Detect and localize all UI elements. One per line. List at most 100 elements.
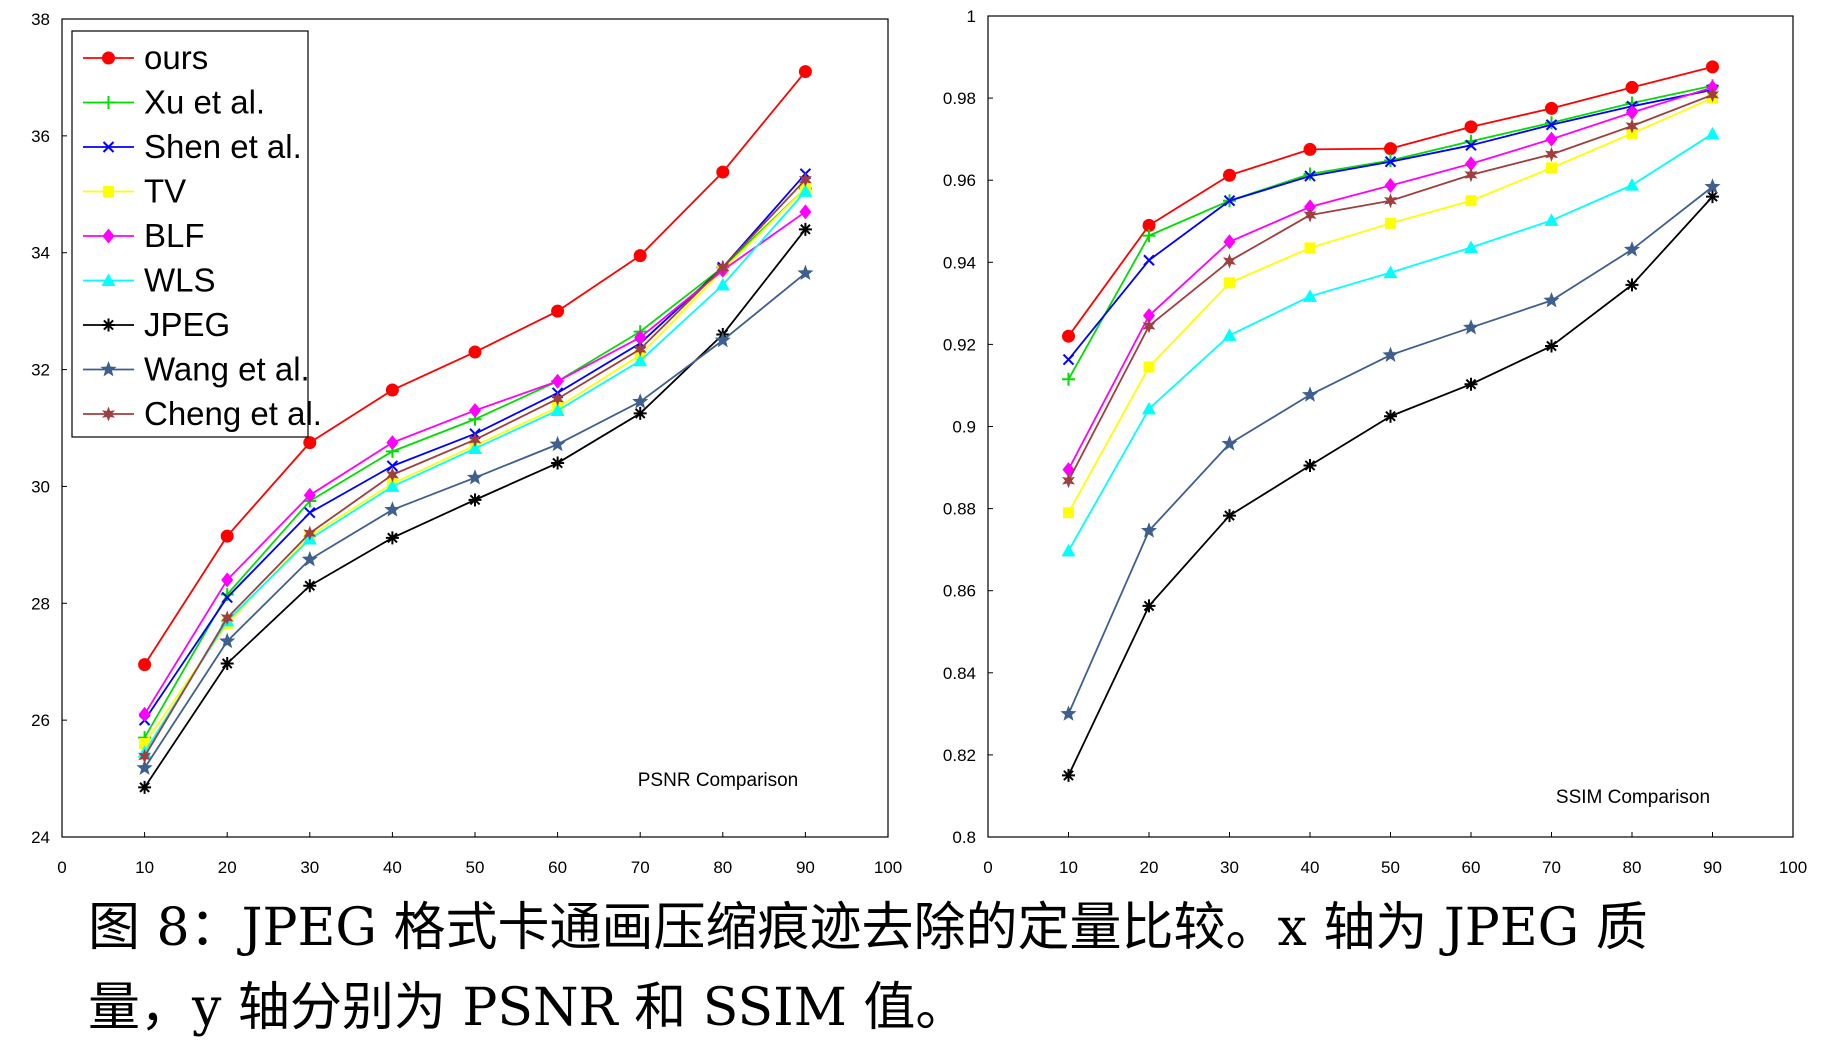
data-point-blf — [221, 572, 234, 588]
x-tick-label: 40 — [1301, 858, 1320, 877]
legend-label: WLS — [144, 262, 216, 299]
data-point-blf — [551, 373, 564, 389]
data-point-cheng-et-al — [716, 259, 730, 275]
data-point-wls — [468, 441, 482, 454]
data-point-wang-et-al — [384, 501, 401, 517]
x-tick-label: 50 — [1381, 858, 1400, 877]
legend-entry-cheng-et-al: Cheng et al. — [83, 395, 322, 432]
legend-entry-blf: BLF — [83, 217, 205, 254]
data-point-tv — [1304, 242, 1316, 254]
y-tick-label: 34 — [31, 244, 50, 263]
data-point-tv — [139, 738, 151, 750]
data-point-jpeg — [1062, 768, 1075, 782]
data-point-blf — [799, 204, 812, 220]
data-point-cheng-et-al — [303, 525, 317, 541]
data-point-wls — [385, 479, 400, 492]
data-point-blf — [1545, 131, 1558, 147]
data-point-wang-et-al — [632, 393, 649, 409]
data-point-jpeg — [1706, 190, 1719, 204]
legend-marker — [100, 361, 117, 377]
data-point-ours — [468, 345, 482, 359]
data-point-wls — [715, 277, 730, 291]
data-point-xu-et-al — [1062, 372, 1075, 386]
x-tick-label: 0 — [983, 858, 992, 877]
y-tick-label: 0.92 — [943, 335, 976, 354]
data-point-cheng-et-al — [1142, 318, 1156, 334]
data-point-shen-et-al — [1304, 170, 1316, 182]
legend-label: ours — [144, 39, 208, 76]
data-point-tv — [1063, 507, 1074, 519]
data-point-cheng-et-al — [1545, 146, 1558, 162]
caption-line-1: 图 8：JPEG 格式卡通画压缩痕迹去除的定量比较。x 轴为 JPEG 质 — [88, 898, 1648, 958]
legend: ours Xu et al. Shen et al. TV BLF WLS JPEG Wang… — [71, 30, 322, 438]
data-point-blf — [1304, 199, 1316, 215]
x-tick-label: 10 — [1059, 858, 1078, 877]
data-point-jpeg — [138, 780, 152, 794]
data-point-wang-et-al — [797, 264, 814, 281]
data-point-wls — [1464, 240, 1478, 254]
data-point-tv — [1465, 195, 1477, 207]
data-point-shen-et-al — [304, 507, 316, 519]
data-point-ours — [138, 658, 152, 672]
data-point-tv — [1224, 277, 1235, 289]
data-point-wang-et-al — [1462, 319, 1480, 335]
series-cheng-et-al — [1062, 87, 1719, 489]
data-point-tv — [1546, 162, 1557, 174]
y-tick-label: 0.82 — [943, 746, 976, 765]
data-point-wls — [1142, 401, 1156, 415]
x-tick-label: 20 — [1140, 858, 1159, 877]
series-jpeg — [1062, 190, 1719, 782]
series-xu-et-al — [1062, 79, 1719, 386]
data-point-ours — [385, 383, 399, 397]
data-point-xu-et-al — [1142, 229, 1156, 243]
figure-caption: 图 8：JPEG 格式卡通画压缩痕迹去除的定量比较。x 轴为 JPEG 质 量，… — [88, 888, 1788, 1048]
data-point-wls — [1303, 289, 1317, 302]
data-point-wang-et-al — [219, 632, 236, 649]
y-tick-label: 24 — [31, 828, 50, 847]
data-point-wls — [1061, 543, 1076, 557]
data-point-jpeg — [1223, 509, 1236, 523]
data-point-ours — [1223, 168, 1236, 182]
data-point-tv — [1143, 361, 1155, 373]
x-tick-label: 20 — [218, 858, 237, 877]
data-point-ours — [1384, 142, 1397, 156]
data-point-jpeg — [798, 222, 812, 236]
legend-marker — [102, 228, 115, 244]
data-point-shen-et-al — [1062, 353, 1075, 366]
x-tick-label: 40 — [383, 858, 402, 877]
series-ours — [1062, 60, 1719, 343]
data-point-wang-et-al — [1543, 291, 1560, 308]
legend-marker — [103, 186, 114, 197]
x-tick-label: 90 — [796, 858, 815, 877]
series-cheng-et-al — [138, 172, 812, 764]
data-point-blf — [1143, 308, 1155, 324]
data-point-shen-et-al — [1143, 254, 1155, 266]
data-point-wls — [1544, 213, 1559, 226]
data-point-jpeg — [1545, 339, 1558, 353]
data-point-jpeg — [303, 579, 317, 593]
y-tick-label: 0.8 — [952, 828, 976, 847]
figure: 0 10 20 30 40 50 60 70 80 90 100 24 26 28 30 32 34 36 38 PS… — [31, 7, 1807, 877]
x-tick-label: 30 — [1220, 858, 1239, 877]
data-point-jpeg — [633, 406, 647, 420]
data-point-cheng-et-al — [1062, 473, 1075, 489]
data-point-ours — [1062, 329, 1075, 343]
data-point-jpeg — [1142, 599, 1156, 613]
data-point-wls — [1625, 178, 1639, 191]
data-point-tv — [1385, 217, 1396, 229]
legend-marker — [102, 406, 115, 422]
data-point-cheng-et-al — [551, 391, 565, 407]
data-point-wls — [633, 353, 648, 367]
data-point-wang-et-al — [549, 435, 566, 452]
data-point-cheng-et-al — [138, 748, 152, 764]
data-point-shen-et-al — [1223, 195, 1236, 207]
data-point-blf — [386, 435, 399, 451]
series-wang-et-al — [136, 264, 814, 775]
data-point-ours — [220, 529, 234, 543]
legend-label: TV — [144, 173, 186, 210]
data-point-xu-et-al — [1545, 116, 1558, 130]
data-point-blf — [1384, 178, 1397, 194]
data-point-wang-et-al — [466, 469, 484, 485]
y-tick-label: 0.98 — [943, 89, 976, 108]
data-point-jpeg — [1303, 458, 1317, 472]
